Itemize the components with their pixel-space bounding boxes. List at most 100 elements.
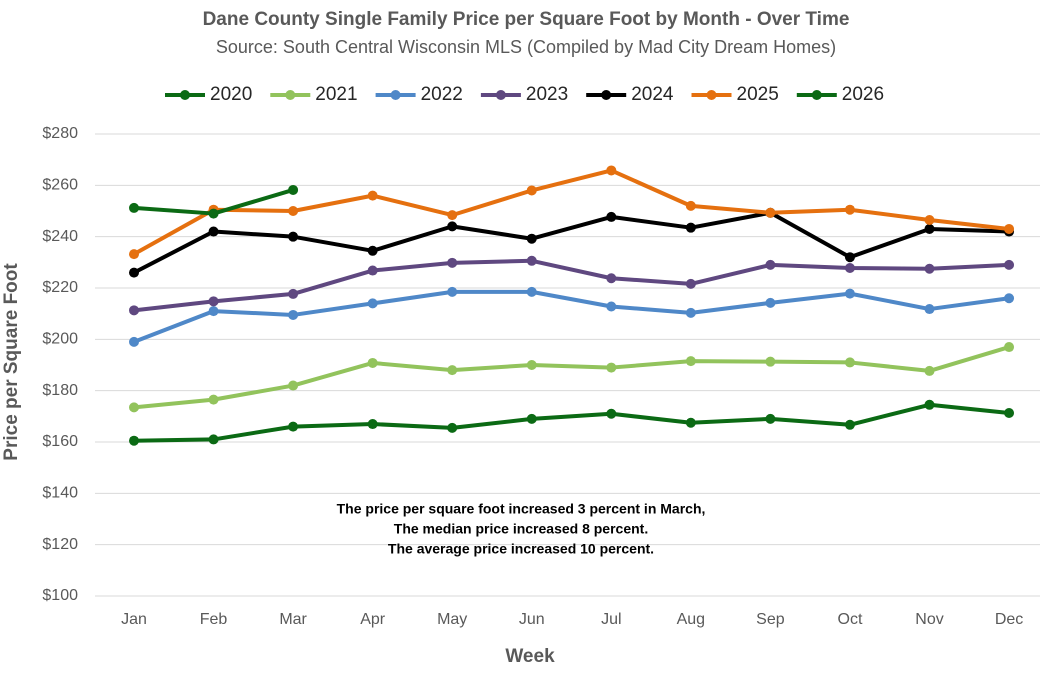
point (208, 296, 219, 307)
point (606, 273, 617, 284)
point (765, 259, 776, 270)
y-axis-label: Price per Square Foot (1, 263, 22, 461)
y-tick-label: $240 (42, 228, 78, 245)
x-tick-label: Nov (915, 611, 943, 628)
point (765, 356, 776, 367)
point (526, 233, 537, 244)
point (606, 165, 617, 176)
point (447, 422, 458, 433)
point (1004, 293, 1015, 304)
x-tick-label: May (437, 611, 467, 628)
point (208, 394, 219, 405)
point (844, 204, 855, 215)
legend-label: 2021 (315, 84, 357, 105)
point (844, 262, 855, 273)
point (1004, 342, 1015, 353)
point (447, 221, 458, 232)
legend-marker (390, 90, 401, 100)
x-tick-label: Feb (200, 611, 228, 628)
point (288, 206, 299, 216)
point (367, 298, 378, 309)
y-tick-label: $260 (42, 177, 78, 194)
legend-label: 2020 (210, 84, 252, 105)
y-tick-label: $120 (42, 536, 78, 553)
point (447, 365, 458, 376)
point (208, 306, 219, 317)
point (765, 207, 776, 218)
series-line (133, 210, 1010, 275)
point (526, 255, 537, 266)
x-tick-label: Jan (121, 611, 147, 628)
point (129, 305, 139, 316)
x-tick-label: Oct (838, 611, 863, 628)
point (685, 307, 696, 318)
point (685, 200, 696, 211)
point (1004, 407, 1015, 418)
point (367, 190, 378, 201)
point (526, 413, 537, 424)
point (129, 336, 139, 347)
point (208, 208, 219, 219)
point (526, 286, 537, 297)
point (129, 249, 139, 260)
legend-marker (706, 90, 717, 100)
point (924, 304, 935, 315)
point (1004, 223, 1015, 234)
point (288, 421, 299, 432)
legend-marker (495, 90, 506, 100)
point (129, 402, 139, 413)
point (129, 435, 139, 446)
point (447, 257, 458, 268)
series-line (133, 345, 1010, 410)
point (367, 245, 378, 256)
point (208, 434, 219, 445)
point (765, 297, 776, 308)
point (367, 357, 378, 368)
legend-label: 2025 (737, 84, 779, 105)
series-line (133, 258, 1010, 313)
y-tick-label: $280 (42, 125, 78, 142)
x-tick-label: Dec (995, 611, 1023, 628)
point (924, 263, 935, 274)
point (844, 252, 855, 263)
point (924, 399, 935, 410)
series-line (133, 289, 1010, 344)
point (924, 223, 935, 234)
series-line (133, 168, 1010, 256)
x-axis-label: Week (505, 646, 555, 667)
x-tick-label: Jul (601, 611, 621, 628)
point (685, 417, 696, 428)
point (526, 185, 537, 196)
chart-subtitle: Source: South Central Wisconsin MLS (Com… (216, 37, 836, 57)
point (367, 265, 378, 276)
point (288, 288, 299, 299)
point (844, 288, 855, 299)
point (765, 413, 776, 424)
series-line (133, 402, 1010, 443)
legend-label: 2023 (526, 84, 568, 105)
y-tick-label: $180 (42, 382, 78, 399)
annotation: The average price increased 10 percent. (388, 541, 654, 557)
point (844, 419, 855, 430)
point (844, 357, 855, 368)
point (685, 222, 696, 233)
point (288, 231, 299, 242)
y-tick-label: $220 (42, 279, 78, 296)
point (1004, 259, 1015, 270)
point (367, 419, 378, 430)
point (606, 211, 617, 222)
point (447, 286, 458, 297)
legend-marker (285, 90, 296, 100)
legend-label: 2026 (842, 84, 884, 105)
x-tick-label: Apr (360, 611, 386, 628)
point (606, 362, 617, 373)
point (606, 408, 617, 419)
point (129, 202, 139, 213)
point (288, 309, 299, 320)
point (685, 278, 696, 289)
point (924, 365, 935, 376)
legend-marker (601, 90, 612, 100)
y-tick-label: $140 (42, 485, 78, 502)
point (447, 210, 458, 221)
point (685, 356, 696, 367)
